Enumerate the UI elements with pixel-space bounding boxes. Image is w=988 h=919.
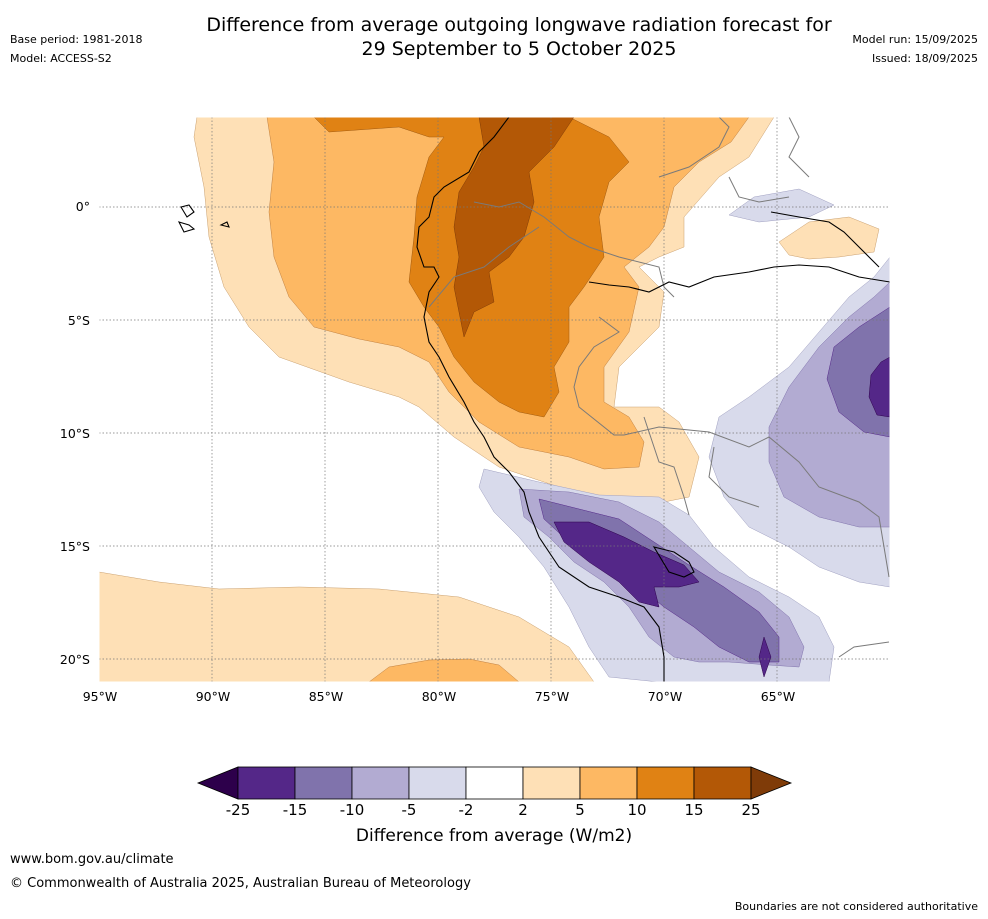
anomaly-region-below-minus-15-small	[758, 636, 772, 678]
colorbar-swatch-5	[465, 766, 524, 800]
lat-label-5s: 5°S	[67, 313, 90, 328]
colorbar-label: Difference from average (W/m2)	[355, 826, 633, 846]
colorbar-swatch-max	[750, 766, 793, 800]
coastlines	[177, 117, 890, 682]
colorbar-swatch-4	[408, 766, 467, 800]
colorbar-tick-10: 25	[741, 801, 761, 819]
colorbar-swatch-1	[237, 766, 296, 800]
lon-label-90w: 90°W	[195, 689, 231, 704]
lon-label-85w: 85°W	[308, 689, 344, 704]
base-period: Base period: 1981-2018	[10, 33, 143, 46]
anomaly-region-5-to-10-south	[368, 658, 520, 682]
anomaly-region-2-to-5-south	[99, 571, 595, 682]
lon-label-65w: 65°W	[760, 689, 796, 704]
colorbar-swatch-9	[693, 766, 752, 800]
anomaly-region-minus-2-to-minus-5-north	[728, 188, 835, 223]
colorbar-tick-7: 5	[575, 801, 585, 819]
lat-label-15s: 15°S	[59, 539, 90, 554]
lon-label-80w: 80°W	[421, 689, 457, 704]
lon-label-70w: 70°W	[647, 689, 683, 704]
title-line-2: 29 September to 5 October 2025	[361, 38, 677, 60]
lat-label-0: 0°	[75, 199, 90, 214]
website-link[interactable]: www.bom.gov.au/climate	[10, 852, 174, 867]
model-name: Model: ACCESS-S2	[10, 52, 112, 65]
country-borders	[428, 117, 890, 658]
lon-label-75w: 75°W	[534, 689, 570, 704]
title-line-1: Difference from average outgoing longwav…	[206, 14, 832, 36]
colorbar-swatch-8	[636, 766, 695, 800]
issued-date: Issued: 18/09/2025	[871, 52, 978, 65]
colorbar-tick-9: 15	[684, 801, 704, 819]
anomaly-region-below-minus-15	[553, 521, 700, 608]
colorbar-swatch-2	[294, 766, 353, 800]
colorbar-swatch-7	[579, 766, 638, 800]
lat-label-10s: 10°S	[59, 426, 90, 441]
anomaly-region-15-to-25	[453, 117, 575, 338]
colorbar-swatch-3	[351, 766, 410, 800]
colorbar-tick-4: -5	[401, 801, 417, 819]
colorbar-tick-2: -15	[282, 801, 308, 819]
anomaly-region-below-minus-15-east	[868, 356, 890, 418]
colorbar-swatch-6	[522, 766, 581, 800]
olr-anomaly-map	[99, 117, 890, 682]
colorbar-tick-1: -25	[225, 801, 251, 819]
colorbar	[196, 766, 793, 800]
lon-label-95w: 95°W	[82, 689, 118, 704]
lat-label-20s: 20°S	[59, 652, 90, 667]
colorbar-tick-6: 2	[518, 801, 528, 819]
model-run: Model run: 15/09/2025	[852, 33, 978, 46]
colorbar-swatch-min	[196, 766, 239, 800]
boundaries-disclaimer: Boundaries are not considered authoritat…	[734, 900, 978, 913]
colorbar-tick-5: -2	[458, 801, 474, 819]
chart-title: Difference from average outgoing longwav…	[150, 13, 888, 61]
gridlines	[99, 117, 890, 682]
colorbar-tick-8: 10	[627, 801, 647, 819]
colorbar-tick-3: -10	[339, 801, 365, 819]
copyright-notice: © Commonwealth of Australia 2025, Austra…	[10, 876, 471, 891]
